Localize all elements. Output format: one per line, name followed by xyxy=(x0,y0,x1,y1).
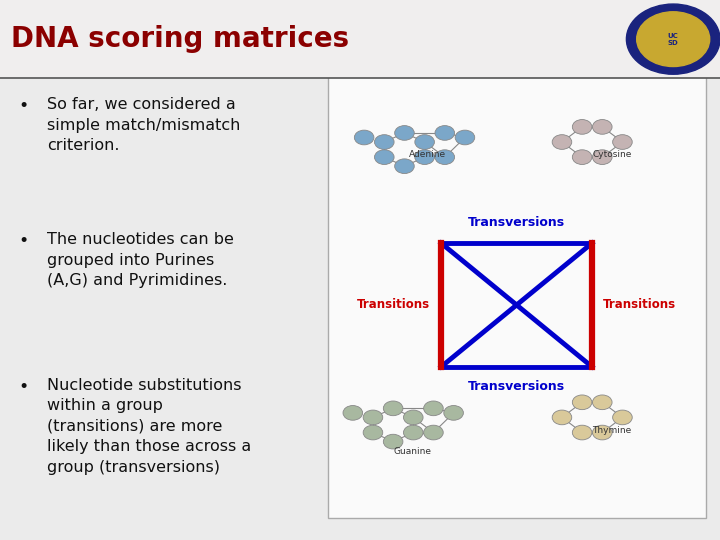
Circle shape xyxy=(444,406,464,420)
Circle shape xyxy=(423,425,444,440)
Text: Transitions: Transitions xyxy=(603,299,676,312)
Circle shape xyxy=(593,425,612,440)
Text: •: • xyxy=(18,232,28,250)
Circle shape xyxy=(374,134,394,150)
Circle shape xyxy=(354,130,374,145)
Circle shape xyxy=(435,150,454,165)
Circle shape xyxy=(613,134,632,150)
Circle shape xyxy=(395,126,414,140)
Text: •: • xyxy=(18,378,28,396)
Circle shape xyxy=(636,12,710,66)
Circle shape xyxy=(552,410,572,425)
Circle shape xyxy=(572,150,592,165)
Text: So far, we considered a
simple match/mismatch
criterion.: So far, we considered a simple match/mis… xyxy=(47,97,240,153)
Text: DNA scoring matrices: DNA scoring matrices xyxy=(11,25,349,53)
Circle shape xyxy=(572,425,592,440)
Circle shape xyxy=(552,134,572,150)
Text: •: • xyxy=(18,97,28,115)
Text: Cytosine: Cytosine xyxy=(593,150,631,159)
Circle shape xyxy=(403,410,423,425)
Circle shape xyxy=(383,434,403,449)
Text: Nucleotide substitutions
within a group
(transitions) are more
likely than those: Nucleotide substitutions within a group … xyxy=(47,378,251,475)
Circle shape xyxy=(403,425,423,440)
Circle shape xyxy=(626,4,720,74)
Text: The nucleotides can be
grouped into Purines
(A,G) and Pyrimidines.: The nucleotides can be grouped into Puri… xyxy=(47,232,234,288)
Circle shape xyxy=(593,150,612,165)
Circle shape xyxy=(395,159,414,173)
Circle shape xyxy=(343,406,363,420)
Circle shape xyxy=(455,130,474,145)
Circle shape xyxy=(363,410,383,425)
Text: Transitions: Transitions xyxy=(357,299,431,312)
Circle shape xyxy=(423,401,444,416)
Circle shape xyxy=(572,119,592,134)
Circle shape xyxy=(374,150,394,165)
Circle shape xyxy=(613,410,632,425)
Text: Transversions: Transversions xyxy=(468,380,565,394)
Text: Thymine: Thymine xyxy=(593,426,631,435)
Text: Transversions: Transversions xyxy=(468,217,565,230)
Circle shape xyxy=(593,119,612,134)
Circle shape xyxy=(415,150,434,165)
Circle shape xyxy=(363,425,383,440)
Circle shape xyxy=(435,126,454,140)
Circle shape xyxy=(593,395,612,410)
Text: UC
SD: UC SD xyxy=(668,32,678,46)
Circle shape xyxy=(572,395,592,410)
Circle shape xyxy=(415,134,434,150)
Text: Adenine: Adenine xyxy=(408,150,446,159)
FancyBboxPatch shape xyxy=(0,0,720,78)
FancyBboxPatch shape xyxy=(328,59,706,518)
Text: Guanine: Guanine xyxy=(393,447,431,456)
Circle shape xyxy=(383,401,403,416)
